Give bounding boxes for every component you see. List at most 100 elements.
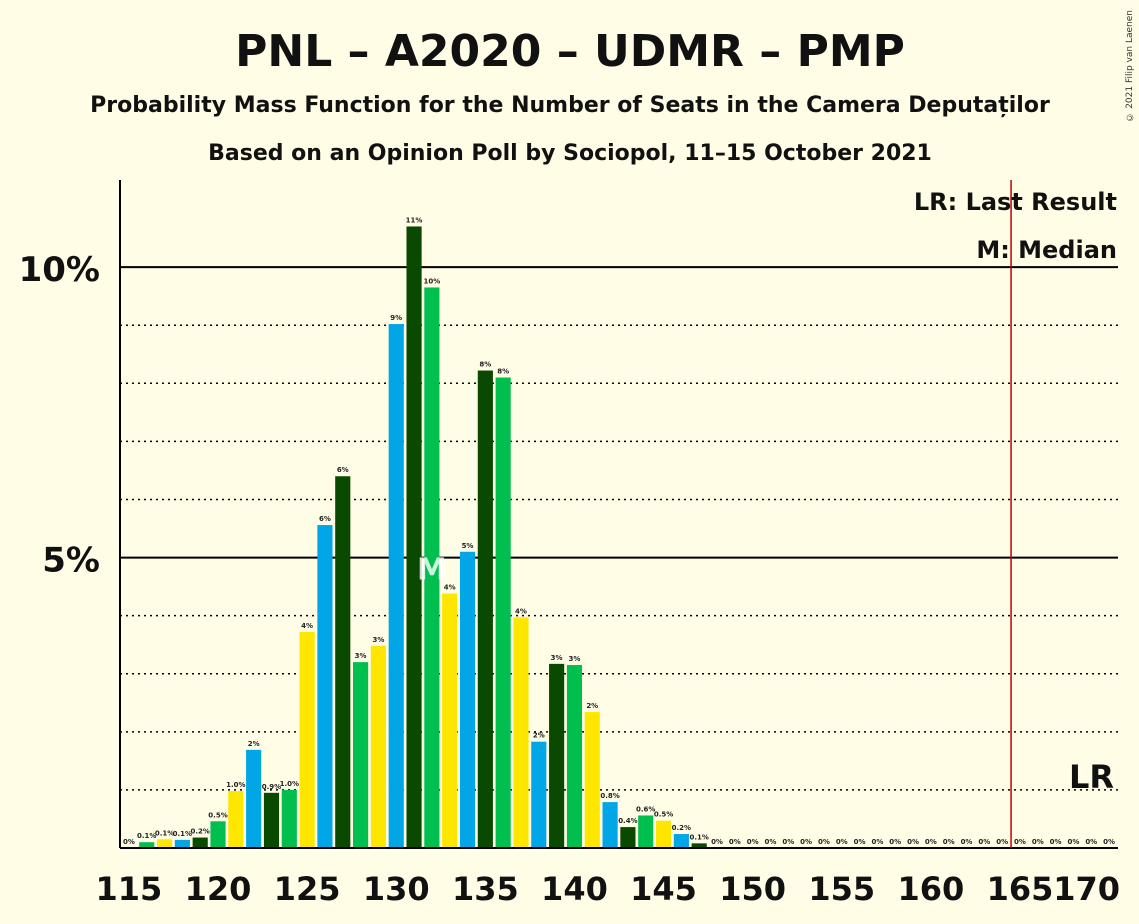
x-tick-label: 150 [719, 870, 786, 908]
bar-label-seat-169: 0% [1085, 838, 1097, 846]
bar-label-seat-150: 0% [747, 838, 759, 846]
bar-label-seat-162: 0% [961, 838, 973, 846]
copyright-notice: © 2021 Filip van Laenen [1125, 10, 1135, 122]
bar-label-seat-128: 3% [355, 652, 367, 660]
x-tick-label: 135 [452, 870, 519, 908]
x-tick-label: 155 [808, 870, 875, 908]
bar-seat-135 [477, 370, 493, 848]
axes: 5% 10% 115 120 125 130 135 140 145 150 155 160 165 17… [19, 180, 1120, 908]
bar-seat-126 [317, 525, 333, 848]
bar-label-seat-149: 0% [729, 838, 741, 846]
bar-label-seat-144: 0.6% [636, 805, 655, 813]
bar-label-seat-164: 0% [996, 838, 1008, 846]
chart-title: PNL – A2020 – UDMR – PMP [235, 26, 905, 77]
bar-label-seat-137: 4% [515, 607, 527, 615]
bar-seat-131 [406, 226, 422, 849]
bar-label-seat-132: 10% [423, 277, 440, 285]
bar-seat-147 [691, 843, 707, 848]
y-tick-label: 10% [19, 250, 100, 290]
bar-label-seat-152: 0% [782, 838, 794, 846]
bar-seat-136 [495, 377, 511, 848]
bar-label-seat-141: 2% [586, 702, 598, 710]
bar-label-seat-151: 0% [765, 838, 777, 846]
bar-label-seat-121: 1.0% [226, 781, 245, 789]
bar-label-seat-140: 3% [569, 655, 581, 663]
last-result-marker: LR [1069, 758, 1114, 796]
bar-label-seat-138: 2% [533, 732, 545, 740]
bar-label-seat-158: 0% [889, 838, 901, 846]
bar-label-seat-161: 0% [943, 838, 955, 846]
bar-label-seat-170: 0% [1103, 838, 1115, 846]
bar-label-seat-135: 8% [479, 361, 491, 369]
bar-seat-123 [263, 792, 280, 848]
bar-seat-116 [139, 842, 155, 848]
bar-seat-121 [228, 791, 244, 848]
bar-label-seat-160: 0% [925, 838, 937, 846]
bar-label-seat-143: 0.4% [618, 817, 637, 825]
bar-label-seat-119: 0.2% [190, 828, 209, 836]
bar-label-seat-145: 0.5% [654, 811, 673, 819]
legend-median: M: Median [976, 236, 1117, 264]
bar-seat-134 [459, 551, 476, 848]
bar-label-seat-127: 6% [337, 466, 349, 474]
legend-last-result: LR: Last Result [914, 188, 1117, 216]
bar-label-seat-159: 0% [907, 838, 919, 846]
bar-label-seat-147: 0.1% [689, 833, 708, 841]
bar-label-seat-136: 8% [497, 367, 509, 375]
bar-seat-127 [335, 476, 351, 848]
chart-subtitle-2: Based on an Opinion Poll by Sociopol, 11… [208, 141, 932, 166]
y-tick-label: 5% [42, 541, 100, 581]
bar-seat-138 [531, 741, 547, 848]
bar-seat-145 [655, 820, 672, 848]
bar-seat-129 [370, 645, 386, 848]
bar-label-seat-131: 11% [406, 216, 423, 224]
bar-seat-141 [584, 712, 600, 848]
bar-label-seat-123: 0.9% [262, 783, 281, 791]
bar-seat-130 [388, 324, 404, 848]
bar-label-seat-122: 2% [248, 740, 260, 748]
bar-label-seat-118: 0.1% [173, 830, 192, 838]
bar-seat-119 [192, 837, 208, 848]
bar-label-seat-163: 0% [978, 838, 990, 846]
bar-label-seat-129: 3% [372, 636, 384, 644]
x-tick-label: 165 [987, 870, 1054, 908]
bar-seat-122 [246, 749, 262, 848]
bar-label-seat-130: 9% [390, 314, 402, 322]
bar-label-seat-117: 0.1% [155, 829, 174, 837]
x-tick-label: 130 [363, 870, 430, 908]
x-tick-label: 140 [541, 870, 608, 908]
bar-seat-128 [353, 662, 369, 848]
bar-label-seat-142: 0.8% [600, 792, 619, 800]
bar-label-seat-168: 0% [1068, 838, 1080, 846]
bars [139, 226, 707, 849]
x-tick-label: 170 [1053, 870, 1120, 908]
bar-seat-144 [638, 815, 654, 848]
bar-label-seat-134: 5% [462, 542, 474, 550]
bar-label-seat-116: 0.1% [137, 832, 156, 840]
bar-label-seat-154: 0% [818, 838, 830, 846]
bar-label-seat-120: 0.5% [208, 811, 227, 819]
bar-seat-143 [620, 827, 636, 848]
bar-label-seat-146: 0.2% [672, 824, 691, 832]
x-tick-label: 125 [274, 870, 341, 908]
bar-seat-118 [174, 839, 190, 848]
bar-seat-139 [549, 663, 565, 848]
bar-label-seat-125: 4% [301, 622, 313, 630]
x-tick-label: 160 [897, 870, 964, 908]
bar-labels: 0%0.1%0.1%0.1%0.2%0.5%1.0%2%0.9%1.0%4%6%… [123, 216, 1115, 846]
median-marker: M [417, 553, 447, 588]
bar-seat-137 [513, 617, 529, 848]
bar-seat-120 [210, 821, 226, 848]
bar-label-seat-157: 0% [871, 838, 883, 846]
bar-label-seat-124: 1.0% [280, 780, 299, 788]
bar-label-seat-133: 4% [444, 584, 456, 592]
gridlines [120, 266, 1118, 791]
bar-label-seat-148: 0% [711, 838, 723, 846]
bar-seat-132 [424, 287, 440, 848]
x-tick-label: 145 [630, 870, 697, 908]
x-tick-label: 120 [185, 870, 252, 908]
bar-label-seat-126: 6% [319, 515, 331, 523]
bar-seat-124 [281, 789, 297, 848]
bar-seat-142 [602, 802, 618, 848]
